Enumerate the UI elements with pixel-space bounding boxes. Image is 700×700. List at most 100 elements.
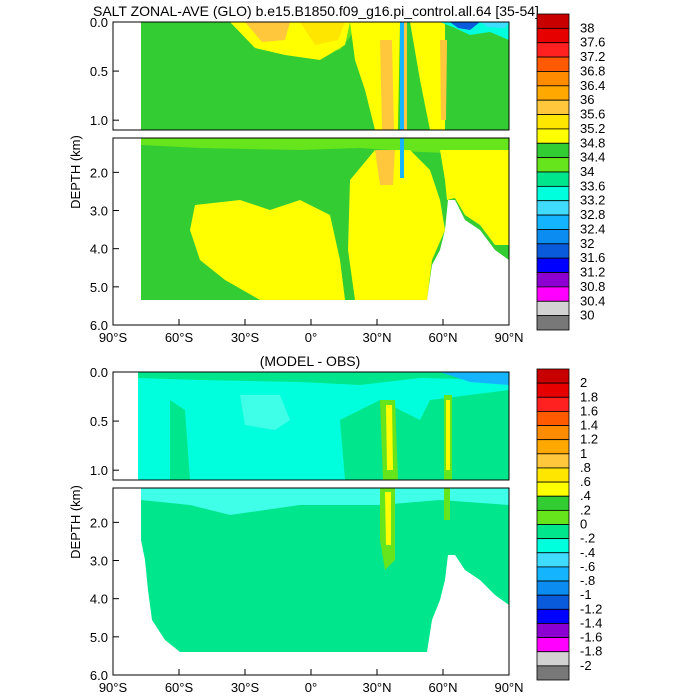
panel-salt-zonal-ave: SALT ZONAL-AVE (GLO) b.e15.B1850.f09_g16…: [68, 3, 605, 345]
colorbar-label: 34: [580, 164, 594, 179]
colorbar-swatch: [536, 99, 570, 115]
panel-model-minus-obs: (MODEL - OBS) DEPTH (km) 0.0 0: [68, 353, 602, 695]
panel1-title: SALT ZONAL-AVE (GLO) b.e15.B1850.f09_g16…: [93, 3, 539, 19]
x-tick-label: 90°N: [494, 330, 523, 345]
x-tick-label: 90°N: [494, 680, 523, 695]
colorbar-swatch: [536, 439, 570, 455]
y-tick-label: 0.5: [90, 414, 108, 429]
colorbar-swatch: [536, 594, 570, 610]
colorbar-label: -1.6: [580, 630, 602, 645]
colorbar-swatch: [536, 538, 570, 554]
colorbar-label: 37.6: [580, 35, 605, 50]
colorbar-label: 1.6: [580, 403, 598, 418]
colorbar-swatch: [536, 56, 570, 72]
x-tick-label: 60°N: [428, 330, 457, 345]
colorbar-swatch: [536, 114, 570, 130]
colorbar-swatch: [536, 580, 570, 596]
colorbar-swatch: [536, 637, 570, 653]
colorbar-swatch: [536, 128, 570, 144]
colorbar-label: 1.8: [580, 389, 598, 404]
colorbar-swatch: [536, 552, 570, 568]
colorbar-swatch: [536, 185, 570, 202]
colorbar-label: 36: [580, 92, 594, 107]
colorbar-label: 36.4: [580, 78, 605, 93]
colorbar-swatch: [536, 257, 570, 273]
colorbar-label: 32: [580, 236, 594, 251]
colorbar-swatch: [536, 142, 570, 159]
colorbar-swatch: [536, 200, 570, 216]
colorbar-label: -.2: [580, 531, 595, 546]
colorbar-swatch: [536, 42, 570, 58]
colorbar-swatch: [536, 665, 570, 681]
y-tick-label: 1.0: [90, 113, 108, 128]
panel2-colorbar: 21.81.61.41.21.8.6.4.20-.2-.4-.6-.8-1-1.…: [536, 368, 602, 681]
panel1-x-ticks: 90°S 60°S 30°S 0° 30°N 60°N 90°N: [99, 319, 524, 345]
colorbar-swatch: [536, 509, 570, 525]
y-tick-label: 0.5: [90, 64, 108, 79]
colorbar-label: 31.2: [580, 265, 605, 280]
y-tick-label: 0.0: [90, 15, 108, 30]
colorbar-label: -.4: [580, 545, 595, 560]
colorbar-label: -1.8: [580, 644, 602, 659]
colorbar-label: .4: [580, 488, 591, 503]
colorbar-label: 34.8: [580, 135, 605, 150]
colorbar-label: 37.2: [580, 49, 605, 64]
x-tick-label: 30°N: [362, 330, 391, 345]
colorbar-swatch: [536, 272, 570, 288]
colorbar-label: 32.4: [580, 221, 605, 236]
y-tick-label: 1.0: [90, 463, 108, 478]
colorbar-label: -1: [580, 587, 592, 602]
colorbar-label: 1: [580, 446, 587, 461]
colorbar-label: 33.6: [580, 178, 605, 193]
colorbar-label: 34.4: [580, 150, 605, 165]
colorbar-swatch: [536, 481, 570, 497]
colorbar-label: -1.4: [580, 615, 602, 630]
colorbar-label: -.6: [580, 559, 595, 574]
colorbar-swatch: [536, 286, 570, 302]
colorbar-label: 1.2: [580, 432, 598, 447]
y-tick-label: 5.0: [90, 280, 108, 295]
x-tick-label: 30°S: [231, 330, 260, 345]
colorbar-label: -.8: [580, 573, 595, 588]
y-tick-label: 6.0: [90, 668, 108, 683]
panel1-y-ticks: 0.0 0.5 1.0 2.0 3.0 4.0 5.0 6.0: [90, 15, 119, 333]
colorbar-label: 31.6: [580, 250, 605, 265]
colorbar-label: .8: [580, 460, 591, 475]
colorbar-label: 30: [580, 308, 594, 323]
x-tick-label: 0°: [305, 330, 317, 345]
colorbar-swatch: [536, 243, 570, 259]
colorbar-label: 1.4: [580, 418, 598, 433]
colorbar-swatch: [536, 85, 570, 101]
panel2-x-ticks: 90°S 60°S 30°S 0° 30°N 60°N 90°N: [99, 669, 524, 695]
colorbar-label: 30.8: [580, 279, 605, 294]
colorbar-swatch: [536, 453, 570, 469]
colorbar-swatch: [536, 229, 570, 245]
colorbar-label: -1.2: [580, 601, 602, 616]
colorbar-label: 32.8: [580, 207, 605, 222]
colorbar-swatch: [536, 214, 570, 230]
colorbar-swatch: [536, 411, 570, 426]
y-tick-label: 4.0: [90, 592, 108, 607]
colorbar-label: .6: [580, 474, 591, 489]
colorbar-swatch: [536, 396, 570, 412]
y-tick-label: 3.0: [90, 204, 108, 219]
panel1-lower-field: [112, 137, 510, 326]
x-tick-label: 30°S: [231, 680, 260, 695]
panel2-lower-field: [112, 487, 510, 676]
y-tick-label: 6.0: [90, 318, 108, 333]
y-tick-label: 4.0: [90, 242, 108, 257]
colorbar-label: -2: [580, 658, 592, 673]
x-tick-label: 60°S: [165, 680, 194, 695]
colorbar-swatch: [536, 382, 570, 398]
colorbar-swatch: [536, 467, 570, 483]
colorbar-label: 33.2: [580, 193, 605, 208]
colorbar-label: 38: [580, 20, 594, 35]
x-tick-label: 30°N: [362, 680, 391, 695]
colorbar-swatch: [536, 300, 570, 317]
x-tick-label: 60°N: [428, 680, 457, 695]
colorbar-swatch: [536, 368, 570, 384]
colorbar-swatch: [536, 524, 570, 540]
colorbar-swatch: [536, 157, 570, 173]
colorbar-label: 35.2: [580, 121, 605, 136]
